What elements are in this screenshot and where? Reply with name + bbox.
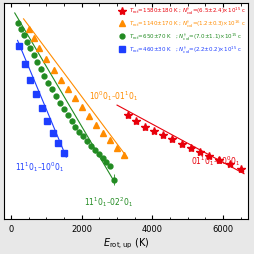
Text: 11$^1$0$_1$–10$^0$0$_1$: 11$^1$0$_1$–10$^0$0$_1$ bbox=[15, 159, 64, 173]
Text: 01$^1$0$_1$–00$^0$0$_1$: 01$^1$0$_1$–00$^0$0$_1$ bbox=[190, 153, 239, 167]
X-axis label: $E_{\rm rot,up}$ (K): $E_{\rm rot,up}$ (K) bbox=[102, 235, 149, 250]
Text: 10$^0$0$_1$–01$^1$0$_1$: 10$^0$0$_1$–01$^1$0$_1$ bbox=[88, 89, 137, 103]
Text: 11$^1$0$_1$–02$^2$0$_1$: 11$^1$0$_1$–02$^2$0$_1$ bbox=[83, 194, 132, 208]
Legend: $T_{\rm rot}$=1580±180 K ; $N_{\rm col}^{\dagger}$=(6.5±2.4)×10$^{15}$ c, $T_{\r: $T_{\rm rot}$=1580±180 K ; $N_{\rm col}^… bbox=[115, 5, 246, 56]
